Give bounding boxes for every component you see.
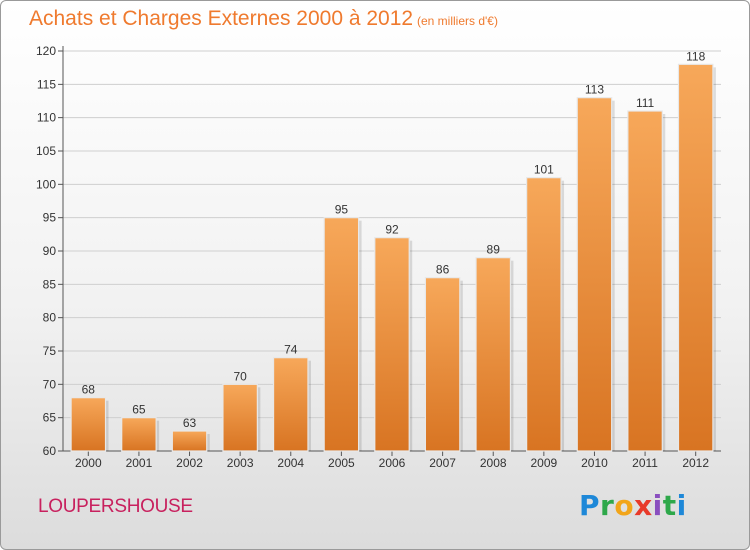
bars <box>70 63 716 452</box>
y-tick-label: 105 <box>36 144 56 158</box>
proxiti-logo: Proxiti <box>579 489 687 522</box>
bar-value-label: 86 <box>436 263 450 277</box>
y-tick-label: 85 <box>43 277 57 291</box>
bar-value-label: 111 <box>636 96 655 110</box>
y-tick-label: 95 <box>43 211 57 225</box>
bar-value-label: 70 <box>233 369 247 383</box>
logo-letter: i <box>652 489 663 522</box>
x-tick-label: 2010 <box>581 456 608 470</box>
chart-title: Achats et Charges Externes 2000 à 2012 <box>29 7 414 30</box>
data-labels: 68 65 63 70 74 95 92 86 89 101 113 111 118 <box>82 49 706 430</box>
commune-name: LOUPERSHOUSE <box>38 496 193 517</box>
logo-letter: P <box>579 489 601 522</box>
bar <box>475 257 512 452</box>
y-tick-label: 75 <box>43 344 57 358</box>
bar <box>171 430 208 452</box>
x-tick-label: 2011 <box>632 456 658 470</box>
x-tick-label: 2000 <box>75 456 102 470</box>
y-tick-label: 70 <box>43 377 57 391</box>
bar <box>70 397 107 452</box>
bar-value-label: 95 <box>335 203 349 217</box>
x-tick-label: 2009 <box>530 456 557 470</box>
x-tick-label: 2006 <box>379 456 406 470</box>
x-tick-label: 2005 <box>328 456 355 470</box>
x-tick-label: 2001 <box>126 456 153 470</box>
x-tick-label: 2002 <box>176 456 203 470</box>
bar-value-label: 89 <box>487 243 501 257</box>
bar <box>323 217 360 452</box>
bar <box>526 177 562 452</box>
bar-value-label: 68 <box>82 383 96 397</box>
bar-value-label: 118 <box>686 49 705 63</box>
logo-letter: x <box>634 489 653 522</box>
logo-letter: o <box>614 489 635 522</box>
bar-value-label: 63 <box>183 416 197 430</box>
logo-letter: t <box>662 489 677 522</box>
y-tick-label: 90 <box>43 244 57 258</box>
chart-subtitle: (en milliers d'€) <box>417 14 498 28</box>
y-tick-label: 100 <box>36 177 56 191</box>
logo-letter: r <box>600 489 615 522</box>
y-tick-label: 110 <box>37 111 56 125</box>
y-tick-label: 80 <box>43 311 57 325</box>
bar <box>121 417 157 452</box>
x-tick-label: 2012 <box>682 456 709 470</box>
bar <box>627 110 663 452</box>
bar <box>374 237 410 452</box>
y-tick-label: 60 <box>43 444 57 458</box>
bar <box>677 63 714 452</box>
y-tick-label: 120 <box>36 44 56 58</box>
bar-value-label: 92 <box>385 223 399 237</box>
bar <box>272 357 309 452</box>
bar <box>222 383 258 452</box>
bar <box>576 97 613 452</box>
axes: 60 65 70 75 80 85 90 95 100 105 110 115 120 2000 2001 2… <box>36 44 721 470</box>
x-tick-label: 2007 <box>429 456 456 470</box>
bar <box>424 277 461 452</box>
x-tick-label: 2003 <box>227 456 254 470</box>
bar-value-label: 65 <box>132 403 146 417</box>
y-tick-label: 65 <box>43 411 57 425</box>
x-tick-label: 2008 <box>480 456 507 470</box>
bar-value-label: 113 <box>585 83 604 97</box>
logo-letter: i <box>676 489 687 522</box>
bar-value-label: 74 <box>284 343 298 357</box>
bar-value-label: 101 <box>534 163 554 177</box>
x-tick-label: 2004 <box>277 456 304 470</box>
y-tick-label: 115 <box>37 77 56 91</box>
